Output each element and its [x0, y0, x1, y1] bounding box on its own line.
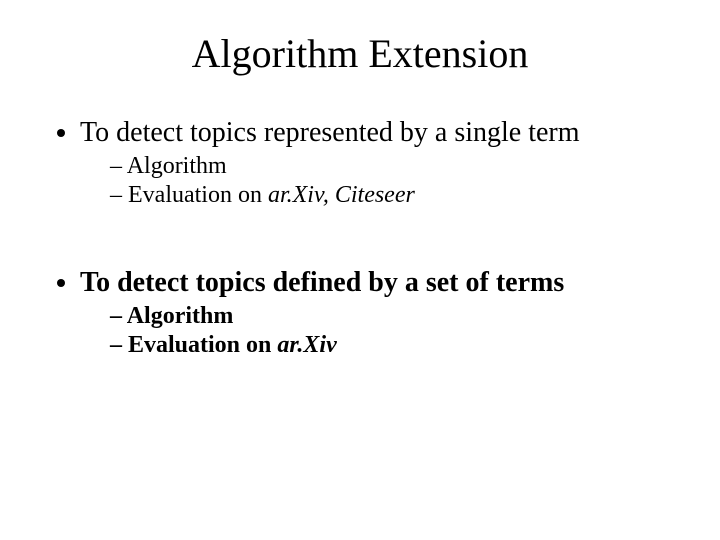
- bullet-item: To detect topics represented by a single…: [80, 117, 680, 209]
- sub-bullet-text: Evaluation on: [128, 182, 268, 208]
- slide: Algorithm Extension To detect topics rep…: [0, 0, 720, 540]
- bullet-list: To detect topics represented by a single…: [40, 117, 680, 359]
- sub-bullet-item: Algorithm: [110, 303, 680, 330]
- sub-bullet-italic: ar.Xiv: [277, 332, 336, 358]
- bullet-text: To detect topics defined by a set of ter…: [80, 267, 564, 298]
- sub-bullet-text: Algorithm: [127, 303, 234, 329]
- sub-bullet-italic: ar.Xiv, Citeseer: [268, 182, 415, 208]
- sub-bullet-item: Evaluation on ar.Xiv, Citeseer: [110, 182, 680, 209]
- spacer: [80, 215, 680, 261]
- sub-bullet-item: Algorithm: [110, 153, 680, 180]
- sub-bullet-item: Evaluation on ar.Xiv: [110, 332, 680, 359]
- sub-bullet-text: Evaluation on: [128, 332, 277, 358]
- sub-bullet-list: Algorithm Evaluation on ar.Xiv: [80, 303, 680, 359]
- sub-bullet-text: Algorithm: [127, 153, 227, 179]
- bullet-item: To detect topics defined by a set of ter…: [80, 267, 680, 359]
- sub-bullet-list: Algorithm Evaluation on ar.Xiv, Citeseer: [80, 153, 680, 209]
- slide-title: Algorithm Extension: [40, 30, 680, 77]
- bullet-text: To detect topics represented by a single…: [80, 117, 580, 148]
